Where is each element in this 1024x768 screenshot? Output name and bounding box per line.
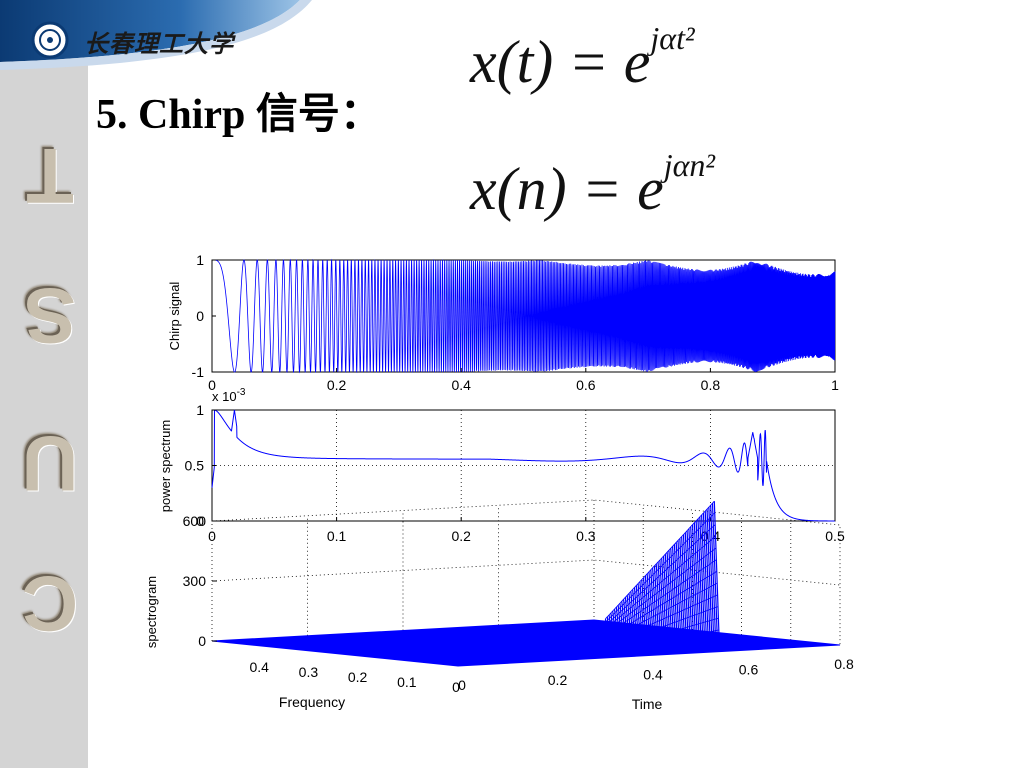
spectrogram-mesh-line xyxy=(608,594,718,644)
formula-continuous-exponent: jαt² xyxy=(650,20,695,56)
spectrogram-zticks: 0 300 600 xyxy=(183,513,217,649)
power-xtick-label: 0.5 xyxy=(825,528,845,544)
chirp-xticks: 0 0.2 0.4 0.6 0.8 1 xyxy=(208,368,839,393)
spectrogram-mesh-line xyxy=(608,606,719,647)
spectrogram-time-tick-label: 0.8 xyxy=(834,656,854,672)
power-scale-label: x 10-3 xyxy=(212,387,246,404)
spectrogram-time-tick-label: 0 xyxy=(458,677,466,693)
chirp-xtick-label: 0 xyxy=(208,377,216,393)
spectrogram-time-tick-label: 0.4 xyxy=(643,667,663,683)
spectrogram-mesh-line xyxy=(609,617,719,650)
power-grid xyxy=(212,410,835,521)
spectrogram-freq-label: Frequency xyxy=(279,694,345,710)
spectrogram-freq-ticks: 0 0.1 0.2 0.3 0.4 xyxy=(249,659,460,695)
power-spectrum-line xyxy=(211,409,835,522)
chirp-series xyxy=(212,258,836,374)
formula-continuous: x(t) = ejαt² xyxy=(470,20,695,97)
power-xtick-label: 0.3 xyxy=(576,528,596,544)
chirp-xtick-label: 0.4 xyxy=(451,377,471,393)
spectrogram-freq-tick-label: 0.1 xyxy=(397,674,417,690)
power-plot-frame xyxy=(211,409,836,522)
spectrogram-mesh-line xyxy=(606,535,716,629)
power-xtick-label: 0.2 xyxy=(451,528,471,544)
chirp-xtick-label: 0.6 xyxy=(576,377,596,393)
power-ytick-label: 1 xyxy=(196,402,204,418)
chirp-yticks: -1 0 1 xyxy=(192,252,216,380)
spectrogram-mesh-line xyxy=(606,547,717,632)
spectrogram-ztick-label: 0 xyxy=(198,633,206,649)
spectrogram-ztick-label: 300 xyxy=(183,573,207,589)
spectrogram-mesh-line xyxy=(610,641,720,656)
power-ytick-label: 0 xyxy=(196,513,204,529)
slide-title: 5. Chirp 信号： xyxy=(96,92,382,138)
spectrogram-back-frame xyxy=(211,499,841,645)
spectrogram-time-label: Time xyxy=(632,696,663,712)
spectrogram-time-tick-label: 0.2 xyxy=(548,672,568,688)
power-ylabel: power spectrum xyxy=(158,420,173,512)
chirp-ytick-label: -1 xyxy=(192,364,205,380)
spectrogram-mesh-line xyxy=(609,629,719,653)
spectrogram-mesh-line xyxy=(607,559,717,635)
chirp-xtick-label: 0.8 xyxy=(701,377,721,393)
spectrogram-freq-tick-label: 0.2 xyxy=(348,669,368,685)
spectrogram-freq-tick-label: 0.3 xyxy=(299,664,319,680)
header-band xyxy=(0,0,312,70)
spectrogram-freq-tick-label: 0 xyxy=(452,679,460,695)
spectrogram-floor xyxy=(211,619,841,667)
chirp-ytick-label: 1 xyxy=(196,252,204,268)
formula-discrete-base: x(n) = e xyxy=(470,156,664,222)
spectrogram-mesh-line xyxy=(607,571,718,638)
power-ytick-label: 0.5 xyxy=(185,458,205,474)
spectrogram-mesh-line xyxy=(605,500,715,620)
spectrogram-chart: 0 300 600 0 0.2 0.4 0.6 0.8 0 0.1 0.2 0.3 0.4 spec… xyxy=(144,499,854,712)
chirp-ytick-label: 0 xyxy=(196,308,204,324)
spectrogram-ztick-label: 600 xyxy=(183,513,207,529)
spectrogram-mesh-line xyxy=(605,512,715,623)
spectrogram-mesh-line xyxy=(606,524,716,626)
chirp-line xyxy=(212,258,836,374)
spectrogram-surface xyxy=(211,500,841,667)
formula-discrete: x(n) = ejαn² xyxy=(470,147,715,224)
university-name: 长春理工大学 xyxy=(84,29,234,58)
spectrogram-zlabel: spectrogram xyxy=(144,576,159,648)
chirp-xtick-label: 0.2 xyxy=(327,377,347,393)
spectrogram-time-ticks: 0 0.2 0.4 0.6 0.8 xyxy=(458,656,854,693)
spectrogram-time-tick-label: 0.6 xyxy=(739,661,759,677)
chirp-ylabel: Chirp signal xyxy=(167,282,182,351)
power-series xyxy=(211,409,835,522)
power-xtick-label: 0.1 xyxy=(327,528,347,544)
formula-continuous-base: x(t) = e xyxy=(470,29,651,95)
sidebar: T S U C xyxy=(0,0,88,768)
power-spectrum-chart: 00.10.20.30.40.5 00.51 x 10-3 power spec… xyxy=(158,387,845,544)
formula-discrete-exponent: jαn² xyxy=(663,147,715,183)
university-logo-icon xyxy=(31,21,69,59)
power-scale-exp: -3 xyxy=(237,387,246,398)
spectrogram-grid-line xyxy=(211,559,841,586)
chirp-xtick-label: 1 xyxy=(831,377,839,393)
power-scale-base: x 10 xyxy=(212,389,237,404)
power-yticks: 00.51 xyxy=(185,402,216,529)
spectrogram-mesh-line xyxy=(608,582,718,641)
spectrogram-freq-tick-label: 0.4 xyxy=(249,659,269,675)
chirp-signal-chart: 0 0.2 0.4 0.6 0.8 1 -101 Chirp signal xyxy=(167,252,839,393)
